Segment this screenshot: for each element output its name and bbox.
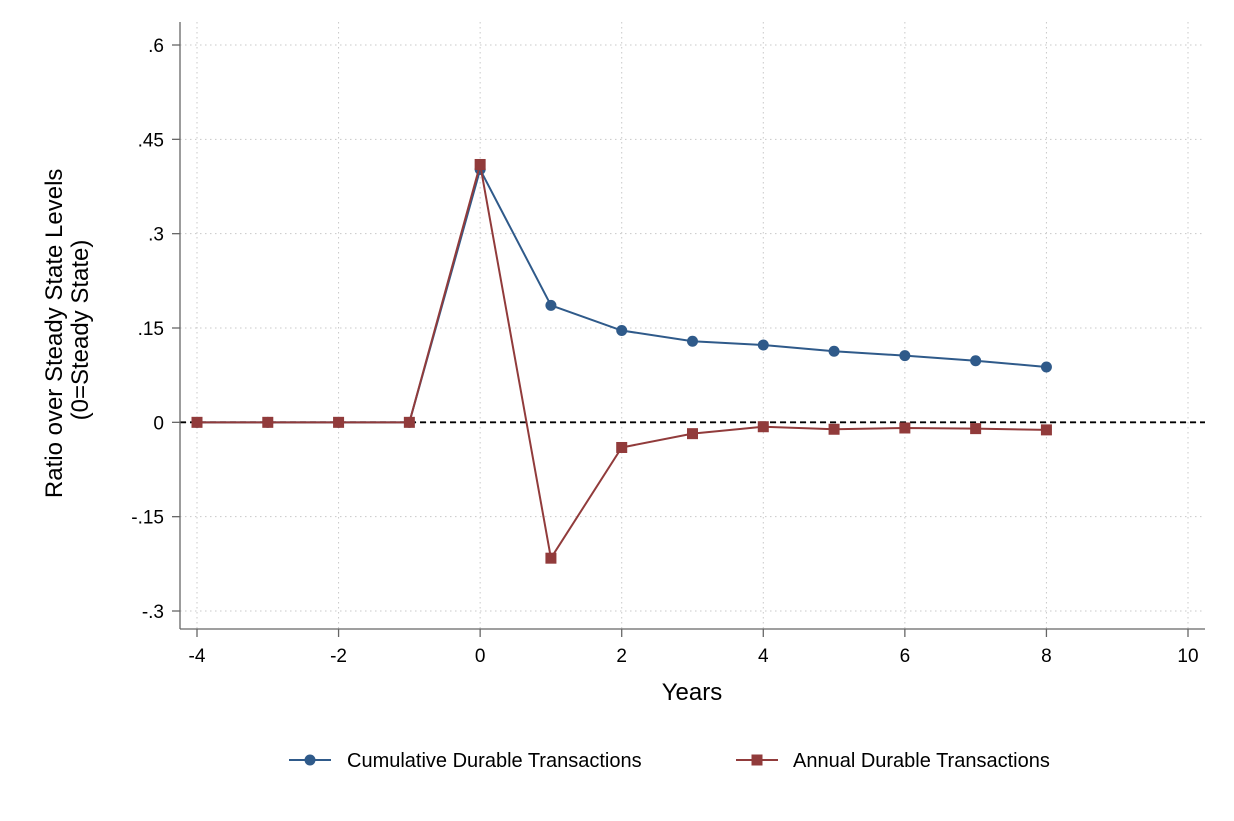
series-2-point — [545, 552, 557, 564]
y-axis-title-line-1: Ratio over Steady State Levels — [41, 169, 68, 499]
x-tick-label: -2 — [330, 646, 347, 667]
series-2-point — [757, 421, 769, 433]
y-tick-label: -.15 — [131, 508, 164, 529]
x-tick-label: 4 — [758, 646, 769, 667]
y-tick-label: .6 — [148, 36, 164, 57]
series-line-2 — [197, 164, 1047, 561]
x-tick-label: 10 — [1177, 646, 1198, 667]
series-1-point — [899, 350, 911, 362]
series-2-point — [828, 423, 840, 435]
x-tick-label: -4 — [189, 646, 206, 667]
x-axis-title: Years — [662, 679, 723, 706]
y-tick-label: .3 — [148, 225, 164, 246]
series-1-point — [687, 335, 698, 347]
series-layer — [191, 158, 1052, 564]
grid-lines — [180, 22, 1205, 629]
series-1-point — [545, 299, 557, 311]
axis-titles: Years Ratio over Steady State Levels (0=… — [41, 162, 723, 706]
legend-marker-1 — [304, 754, 316, 766]
series-2-point — [616, 441, 628, 453]
x-tick-label: 6 — [900, 646, 911, 667]
series-2-point — [1040, 424, 1052, 436]
y-tick-label: -.3 — [142, 602, 164, 623]
legend-marker-2 — [751, 754, 763, 766]
series-2-point — [970, 423, 982, 435]
series-1-point — [757, 339, 769, 351]
x-tick-label: 2 — [616, 646, 627, 667]
x-tick-label: 0 — [475, 646, 486, 667]
series-1-point — [828, 345, 840, 357]
x-ticks: -4 -2 0 2 4 6 8 10 — [189, 629, 1199, 667]
series-1-point — [970, 355, 982, 367]
y-tick-label: 0 — [153, 413, 164, 434]
series-2-point — [687, 428, 698, 440]
legend: Cumulative Durable Transactions Annual Du… — [289, 750, 1050, 772]
y-ticks: -.3 -.15 0 .15 .3 .45 .6 — [131, 36, 180, 623]
series-2-point — [262, 416, 274, 428]
y-tick-label: .45 — [138, 130, 164, 151]
series-2-point — [403, 416, 415, 428]
x-tick-label: 8 — [1041, 646, 1052, 667]
series-2-point — [333, 416, 345, 428]
legend-label-1: Cumulative Durable Transactions — [347, 750, 642, 772]
legend-label-2: Annual Durable Transactions — [793, 750, 1050, 772]
y-tick-label: .15 — [138, 319, 164, 340]
series-1-point — [616, 325, 628, 337]
series-2-point — [191, 416, 203, 428]
series-1-point — [1040, 361, 1052, 373]
series-2-point — [474, 158, 486, 170]
axes — [179, 22, 1205, 630]
y-axis-title: Ratio over Steady State Levels (0=Steady… — [41, 162, 94, 498]
series-2-point — [899, 422, 911, 434]
y-axis-title-line-2: (0=Steady State) — [67, 240, 94, 421]
